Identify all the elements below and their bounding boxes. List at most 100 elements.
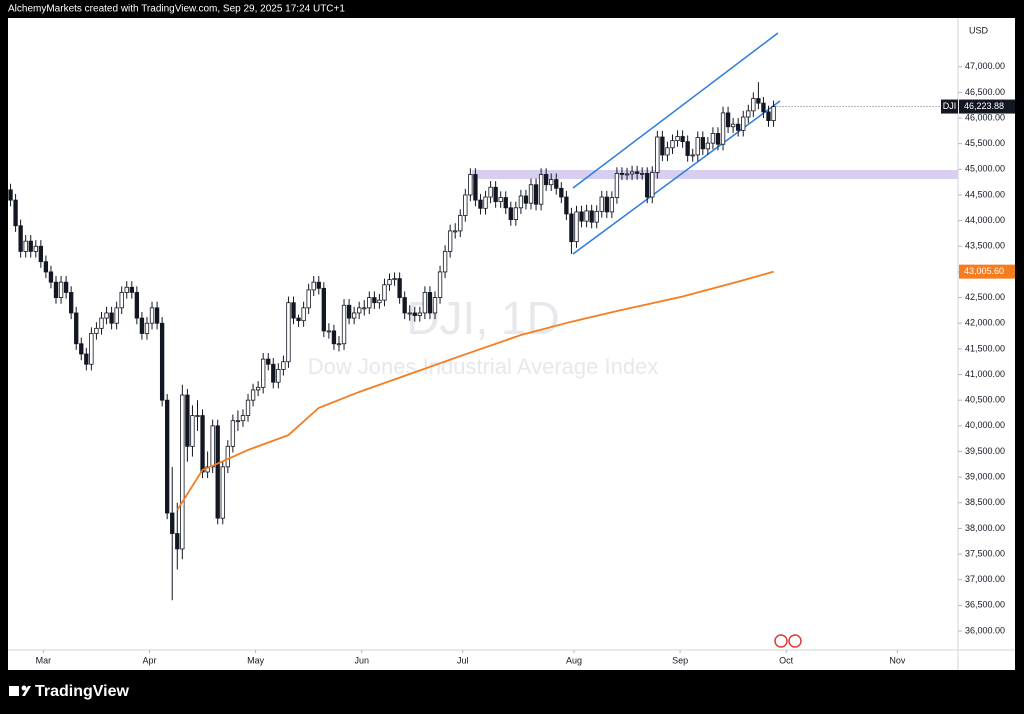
- candle-body: [685, 141, 690, 156]
- candle-body: [761, 102, 766, 113]
- chart-area: [8, 18, 1015, 670]
- candle-body: [99, 317, 104, 329]
- y-tick-label: 45,000.00: [965, 164, 1005, 174]
- candle-body: [594, 210, 599, 223]
- candle-body: [129, 286, 134, 293]
- candle-body: [442, 251, 448, 273]
- candle-body: [382, 284, 387, 301]
- candle-body: [619, 173, 625, 175]
- candle-body: [392, 278, 397, 281]
- candle-body: [634, 171, 640, 174]
- candle-body: [655, 136, 660, 173]
- candle-body: [463, 194, 468, 216]
- candle-body: [700, 137, 705, 150]
- candle-body: [493, 186, 498, 203]
- candle-body: [357, 307, 362, 314]
- candle-body: [185, 394, 190, 447]
- candle-body: [412, 312, 417, 316]
- candle-body: [589, 210, 594, 223]
- candle-body: [377, 299, 382, 304]
- last-price-label: 46,223.88: [964, 101, 1004, 111]
- candle-body: [614, 173, 620, 198]
- candle-body: [387, 279, 392, 286]
- candle-body: [351, 312, 357, 319]
- candle-body: [629, 171, 635, 175]
- candle-body: [89, 333, 94, 365]
- candle-body: [346, 304, 352, 319]
- last-price-box: [959, 99, 1015, 114]
- candle-body: [124, 286, 129, 293]
- y-tick-label: 47,000.00: [965, 61, 1005, 71]
- x-tick-label: Mar: [36, 655, 52, 665]
- candle-body: [190, 415, 195, 447]
- symbol-box: [941, 99, 958, 114]
- candle-body: [564, 196, 569, 215]
- candle-body: [508, 207, 513, 221]
- y-tick-label: 36,000.00: [965, 625, 1005, 635]
- candle-body: [503, 197, 508, 209]
- x-tick-label: Aug: [566, 655, 582, 665]
- candle-body: [478, 199, 483, 209]
- candle-body: [447, 230, 453, 252]
- x-tick-label: Jun: [354, 655, 369, 665]
- candle-body: [746, 110, 751, 118]
- logo: [9, 685, 31, 696]
- x-tick-label: Oct: [779, 655, 794, 665]
- candle-body: [321, 287, 326, 332]
- candle-body: [372, 297, 377, 304]
- candle-body: [175, 533, 180, 550]
- candle-body: [549, 179, 554, 186]
- candle-body: [220, 466, 225, 519]
- candle-body: [341, 304, 347, 345]
- candle-body: [13, 199, 18, 227]
- ma-price-box: [959, 264, 1015, 279]
- candle-body: [114, 307, 119, 324]
- candle-body: [574, 211, 579, 243]
- candle-body: [579, 211, 584, 222]
- candle-body: [109, 312, 114, 324]
- candle-body: [695, 137, 700, 156]
- candle-body: [33, 245, 38, 252]
- candle-body: [225, 445, 230, 468]
- candle-body: [543, 174, 549, 186]
- candle-body: [756, 98, 761, 104]
- y-tick-label: 40,500.00: [965, 395, 1005, 405]
- candle-body: [58, 281, 64, 298]
- x-tick-label: May: [247, 655, 265, 665]
- candle-body: [154, 307, 160, 324]
- candle-body: [402, 297, 407, 314]
- channel-upper: [572, 32, 779, 189]
- candle-body: [250, 389, 256, 401]
- candle-body: [736, 123, 741, 131]
- candle-body: [533, 184, 539, 205]
- candle-body: [276, 368, 281, 383]
- plot: 36,000.00 36,500.00 37,000.00 37,500.00 38,0…: [8, 61, 1005, 665]
- candle-body: [367, 297, 372, 309]
- candle-body: [604, 196, 609, 213]
- candle-body: [720, 112, 726, 145]
- candle-body: [554, 179, 559, 189]
- candle-body: [215, 425, 220, 519]
- candle-body: [453, 230, 458, 233]
- y-tick-label: 44,500.00: [965, 189, 1005, 199]
- candle-body: [306, 289, 311, 309]
- candle-body: [362, 307, 367, 310]
- y-tick-label: 37,500.00: [965, 548, 1005, 558]
- candle-body: [149, 307, 155, 324]
- candle-body: [63, 281, 69, 293]
- candle-body: [336, 343, 342, 346]
- y-tick-label: 42,000.00: [965, 318, 1005, 328]
- candle-body: [74, 312, 79, 345]
- resistance-zone: [472, 170, 958, 179]
- candle-body: [235, 420, 241, 423]
- candle-body: [165, 399, 170, 514]
- y-tick-label: 38,500.00: [965, 497, 1005, 507]
- candle-body: [523, 195, 529, 204]
- candle-body: [195, 415, 200, 417]
- candle-body: [665, 147, 670, 156]
- candle-body: [538, 174, 544, 205]
- candle-body: [518, 195, 524, 209]
- candle-body: [599, 196, 604, 212]
- candle-body: [680, 136, 685, 143]
